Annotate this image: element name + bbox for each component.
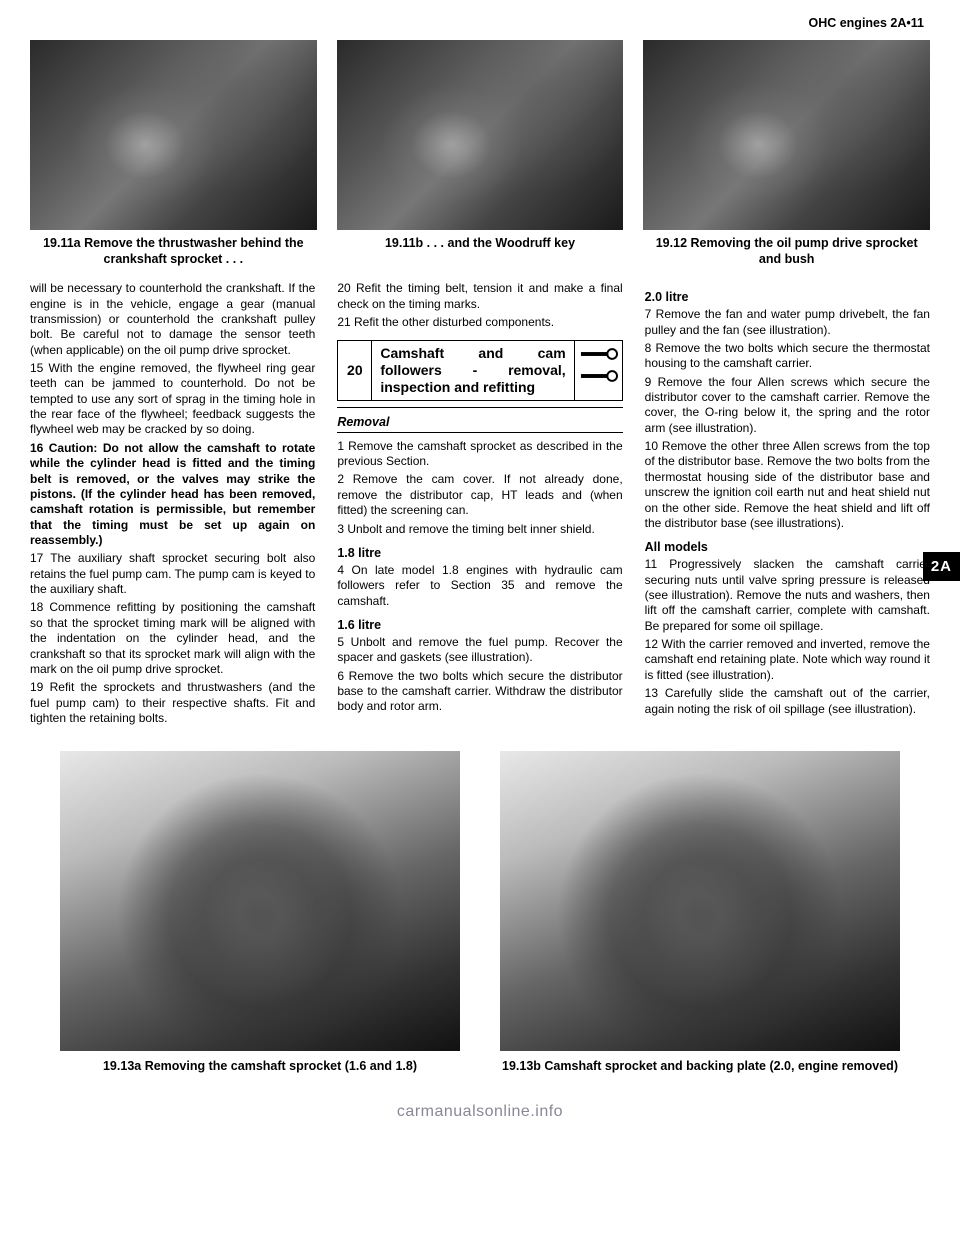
rule <box>337 432 622 433</box>
text-columns: will be necessary to counterhold the cra… <box>30 281 930 729</box>
figure: 19.13a Removing the camshaft sprocket (1… <box>60 751 460 1073</box>
figure-photo <box>30 40 317 230</box>
figure: 19.11b . . . and the Woodruff key <box>337 40 624 267</box>
section-heading: 20 Camshaft and cam followers - removal,… <box>337 340 622 400</box>
figure-photo <box>643 40 930 230</box>
figure: 19.13b Camshaft sprocket and backing pla… <box>500 751 900 1073</box>
section-title: Camshaft and cam followers - removal, in… <box>372 341 573 399</box>
figure-photo <box>60 751 460 1051</box>
column-3: 2.0 litre 7 Remove the fan and water pum… <box>645 281 930 729</box>
column-2: 20 Refit the timing belt, tension it and… <box>337 281 622 729</box>
figure-caption: 19.11b . . . and the Woodruff key <box>337 236 624 252</box>
subheading: 1.6 litre <box>337 617 622 633</box>
body-text: 11 Progressively slacken the camshaft ca… <box>645 557 930 634</box>
figure-caption: 19.13b Camshaft sprocket and backing pla… <box>500 1059 900 1073</box>
body-text: 15 With the engine removed, the flywheel… <box>30 361 315 438</box>
page-content: 19.11a Remove the thrustwasher behind th… <box>30 40 930 1121</box>
body-text: 1 Remove the camshaft sprocket as descri… <box>337 439 622 470</box>
body-text: 8 Remove the two bolts which secure the … <box>645 341 930 372</box>
figure-caption: 19.12 Removing the oil pump drive sprock… <box>643 236 930 267</box>
figure-caption: 19.11a Remove the thrustwasher behind th… <box>30 236 317 267</box>
figure-caption: 19.13a Removing the camshaft sprocket (1… <box>60 1059 460 1073</box>
body-text: 19 Refit the sprockets and thrustwashers… <box>30 680 315 726</box>
difficulty-icons <box>574 341 622 399</box>
subheading: 2.0 litre <box>645 289 930 305</box>
body-text: 18 Commence refitting by positioning the… <box>30 600 315 677</box>
figure: 19.12 Removing the oil pump drive sprock… <box>643 40 930 267</box>
body-text: 4 On late model 1.8 engines with hydraul… <box>337 563 622 609</box>
body-text: 3 Unbolt and remove the timing belt inne… <box>337 522 622 537</box>
body-text: 10 Remove the other three Allen screws f… <box>645 439 930 531</box>
section-number: 20 <box>338 341 372 399</box>
body-text: 7 Remove the fan and water pump drivebel… <box>645 307 930 338</box>
body-text: 9 Remove the four Allen screws which sec… <box>645 375 930 436</box>
body-text: 21 Refit the other disturbed components. <box>337 315 622 330</box>
body-text: 6 Remove the two bolts which secure the … <box>337 669 622 715</box>
running-head: OHC engines 2A•11 <box>808 16 924 30</box>
rule <box>337 407 622 408</box>
subheading: 1.8 litre <box>337 545 622 561</box>
figure-photo <box>337 40 624 230</box>
body-text: 2 Remove the cam cover. If not already d… <box>337 472 622 518</box>
body-text: 5 Unbolt and remove the fuel pump. Recov… <box>337 635 622 666</box>
column-1: will be necessary to counterhold the cra… <box>30 281 315 729</box>
spanner-icon <box>579 345 618 363</box>
side-tab: 2A <box>923 552 960 581</box>
bottom-figure-row: 19.13a Removing the camshaft sprocket (1… <box>30 751 930 1073</box>
body-text: will be necessary to counterhold the cra… <box>30 281 315 358</box>
footer-watermark: carmanualsonline.info <box>30 1103 930 1121</box>
subheading: Removal <box>337 414 622 430</box>
body-text: 13 Carefully slide the camshaft out of t… <box>645 686 930 717</box>
figure: 19.11a Remove the thrustwasher behind th… <box>30 40 317 267</box>
caution-text: 16 Caution: Do not allow the camshaft to… <box>30 441 315 549</box>
spanner-icon <box>579 367 618 385</box>
subheading: All models <box>645 539 930 555</box>
body-text: 17 The auxiliary shaft sprocket securing… <box>30 551 315 597</box>
top-figure-row: 19.11a Remove the thrustwasher behind th… <box>30 40 930 267</box>
body-text: 20 Refit the timing belt, tension it and… <box>337 281 622 312</box>
figure-photo <box>500 751 900 1051</box>
body-text: 12 With the carrier removed and inverted… <box>645 637 930 683</box>
